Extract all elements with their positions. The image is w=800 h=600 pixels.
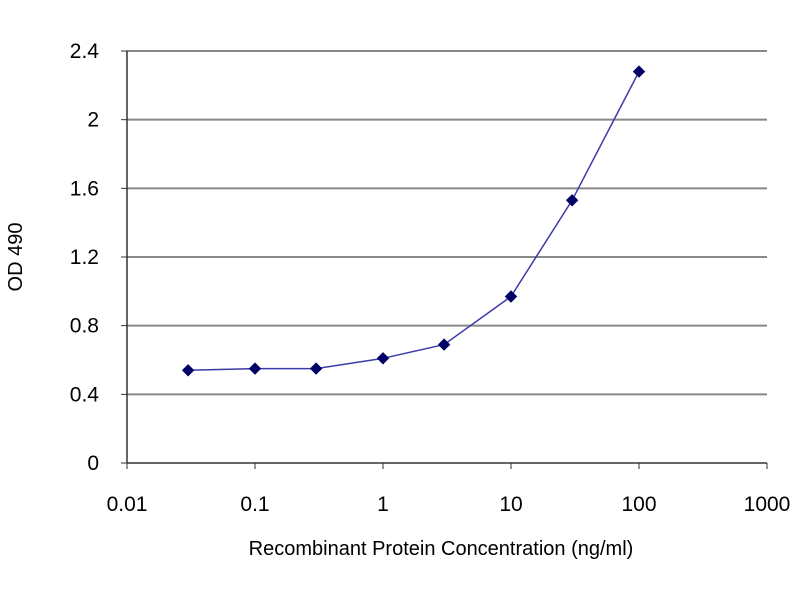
x-axis-label: Recombinant Protein Concentration (ng/ml… xyxy=(249,538,634,560)
series-0-line xyxy=(188,71,640,372)
data-point-0-5 xyxy=(504,290,518,303)
y-tick-label-3: 1.2 xyxy=(70,246,99,269)
x-tick-labels: 0.01 0.1 1 10 100 1000 xyxy=(107,463,791,516)
x-tick-label-3: 10 xyxy=(499,493,522,516)
data-point-0-4 xyxy=(437,338,451,351)
data-point-0-3 xyxy=(376,352,390,365)
y-tick-labels: 0 0.4 0.8 1.2 1.6 2 2.4 xyxy=(70,40,100,475)
gridlines xyxy=(121,50,767,464)
y-tick-label-6: 2.4 xyxy=(70,40,100,63)
x-tick-label-5: 1000 xyxy=(744,493,791,516)
axes xyxy=(126,51,767,464)
x-tick-label-0: 0.01 xyxy=(107,493,148,516)
y-tick-label-5: 2 xyxy=(87,109,99,132)
data-point-0-0 xyxy=(181,364,195,377)
series xyxy=(181,65,646,377)
y-axis-label: OD 490 xyxy=(5,223,27,292)
y-tick-label-1: 0.4 xyxy=(70,383,100,406)
data-point-0-1 xyxy=(248,362,262,375)
y-tick-label-0: 0 xyxy=(87,452,99,475)
x-tick-label-1: 0.1 xyxy=(240,493,269,516)
x-tick-label-4: 100 xyxy=(621,493,656,516)
data-point-0-7 xyxy=(632,65,646,78)
data-point-0-2 xyxy=(309,362,323,375)
y-tick-label-2: 0.8 xyxy=(70,315,99,338)
x-tick-label-2: 1 xyxy=(377,493,389,516)
data-point-0-6 xyxy=(565,194,579,207)
y-tick-label-4: 1.6 xyxy=(70,177,99,200)
